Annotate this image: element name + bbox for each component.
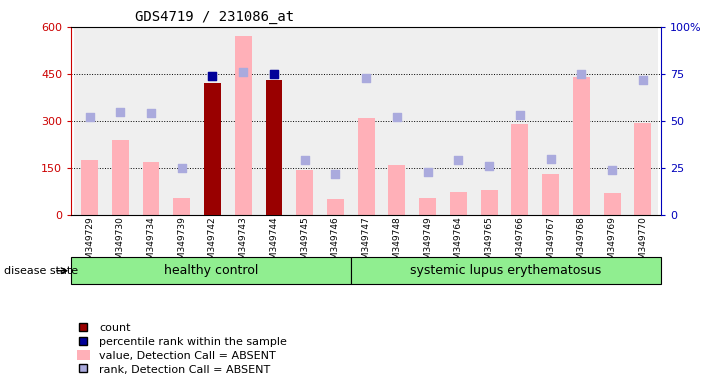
Bar bbox=[566, 27, 597, 215]
Point bbox=[606, 167, 618, 173]
Bar bbox=[136, 27, 166, 215]
Point bbox=[268, 71, 279, 77]
Point bbox=[545, 156, 556, 162]
Point bbox=[483, 163, 495, 169]
Bar bbox=[351, 27, 382, 215]
Bar bbox=[166, 27, 197, 215]
Bar bbox=[112, 140, 129, 215]
Bar bbox=[419, 198, 436, 215]
Point bbox=[360, 74, 372, 81]
Bar bbox=[265, 80, 282, 215]
Legend: count, percentile rank within the sample, value, Detection Call = ABSENT, rank, : count, percentile rank within the sample… bbox=[77, 323, 287, 375]
Bar bbox=[74, 27, 105, 215]
Bar bbox=[573, 77, 589, 215]
Text: systemic lupus erythematosus: systemic lupus erythematosus bbox=[410, 264, 602, 277]
Text: healthy control: healthy control bbox=[164, 264, 258, 277]
Point bbox=[514, 112, 525, 118]
Point bbox=[268, 71, 279, 77]
Point bbox=[576, 71, 587, 77]
Point bbox=[453, 157, 464, 164]
Point bbox=[237, 69, 249, 75]
Bar bbox=[204, 83, 221, 215]
Point bbox=[145, 110, 156, 116]
Bar bbox=[474, 27, 505, 215]
Text: disease state: disease state bbox=[4, 266, 77, 276]
Bar bbox=[197, 27, 228, 215]
Bar bbox=[627, 27, 658, 215]
Bar bbox=[511, 124, 528, 215]
Bar bbox=[71, 257, 351, 284]
Point bbox=[114, 109, 126, 115]
Bar bbox=[173, 198, 191, 215]
Bar bbox=[535, 27, 566, 215]
Bar bbox=[327, 199, 344, 215]
Bar bbox=[204, 83, 221, 215]
Point bbox=[207, 73, 218, 79]
Bar bbox=[235, 36, 252, 215]
Bar bbox=[265, 80, 282, 215]
Point bbox=[391, 114, 402, 120]
Bar bbox=[382, 27, 412, 215]
Point bbox=[422, 169, 433, 175]
Bar bbox=[259, 27, 289, 215]
Bar bbox=[412, 27, 443, 215]
Point bbox=[637, 76, 648, 83]
Bar bbox=[388, 165, 405, 215]
Bar bbox=[289, 27, 320, 215]
Bar bbox=[296, 170, 313, 215]
Bar bbox=[481, 190, 498, 215]
Point bbox=[176, 165, 188, 171]
Bar bbox=[228, 27, 259, 215]
Bar bbox=[634, 122, 651, 215]
Bar bbox=[604, 193, 621, 215]
Point bbox=[299, 157, 311, 164]
Point bbox=[84, 114, 95, 120]
Bar bbox=[351, 257, 661, 284]
Bar bbox=[81, 160, 98, 215]
Text: GDS4719 / 231086_at: GDS4719 / 231086_at bbox=[135, 10, 294, 23]
Bar bbox=[443, 27, 474, 215]
Point bbox=[207, 73, 218, 79]
Bar bbox=[597, 27, 627, 215]
Bar bbox=[542, 174, 559, 215]
Bar bbox=[320, 27, 351, 215]
Bar bbox=[505, 27, 535, 215]
Bar bbox=[105, 27, 136, 215]
Point bbox=[330, 170, 341, 177]
Bar bbox=[358, 118, 375, 215]
Bar bbox=[450, 192, 467, 215]
Bar bbox=[143, 162, 159, 215]
